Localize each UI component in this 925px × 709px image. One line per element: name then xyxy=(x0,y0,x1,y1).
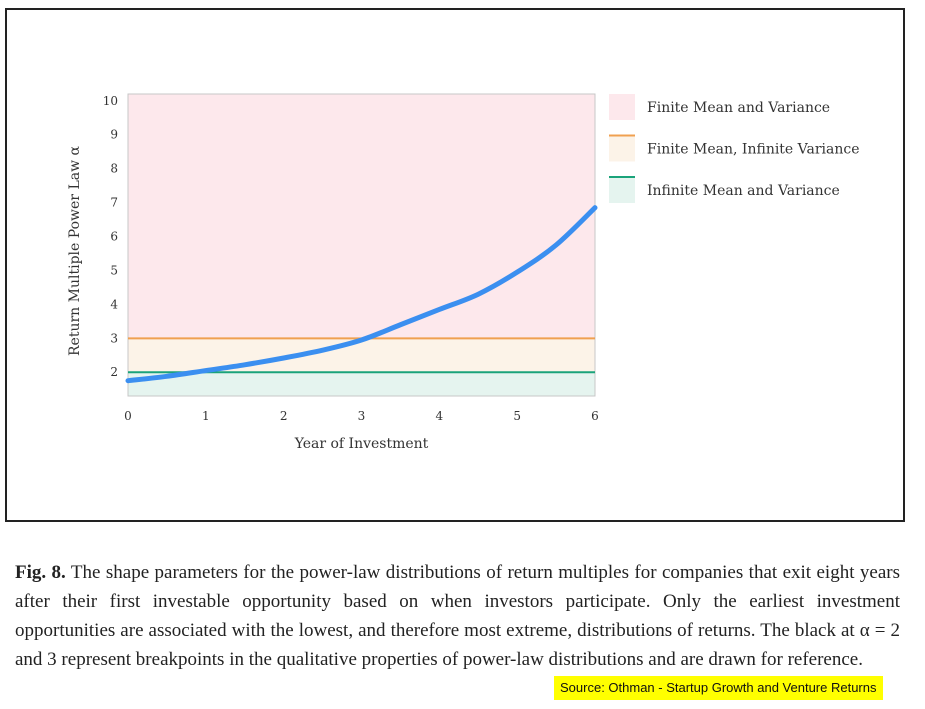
legend-swatch-2 xyxy=(609,177,635,203)
source-badge: Source: Othman - Startup Growth and Vent… xyxy=(554,676,883,700)
y-tick-label: 5 xyxy=(110,263,118,277)
region-band-1 xyxy=(128,338,595,373)
x-tick-label: 0 xyxy=(124,409,132,423)
caption-label: Fig. 8. xyxy=(15,562,66,583)
series-layer xyxy=(125,205,598,384)
caption-text: The shape parameters for the power-law d… xyxy=(15,562,900,670)
x-tick-label: 5 xyxy=(513,409,521,423)
y-tick-label: 10 xyxy=(103,94,118,108)
x-tick-label: 4 xyxy=(436,409,444,423)
figure-caption: Fig. 8. The shape parameters for the pow… xyxy=(15,558,900,674)
x-tick-label: 2 xyxy=(280,409,288,423)
y-axis-title: Return Multiple Power Law α xyxy=(67,145,83,356)
y-tick-label: 7 xyxy=(110,196,118,210)
legend-swatch-0 xyxy=(609,94,635,120)
region-band-2 xyxy=(128,372,595,396)
ticks-layer: 2 3 4 5 6 7 8 9 10 0 1 2 3 4 5 6 xyxy=(103,94,599,423)
y-tick-label: 8 xyxy=(110,162,118,176)
y-tick-label: 3 xyxy=(110,331,118,345)
power-law-chart: 2 3 4 5 6 7 8 9 10 0 1 2 3 4 5 6 Year of Investment Ret… xyxy=(67,93,860,452)
series-line-0 xyxy=(125,205,598,384)
x-tick-label: 6 xyxy=(591,409,599,423)
legend: Finite Mean and Variance Finite Mean, Inf… xyxy=(609,94,860,203)
figure-frame: 2 3 4 5 6 7 8 9 10 0 1 2 3 4 5 6 Year of Investment Ret… xyxy=(5,8,905,522)
y-tick-label: 9 xyxy=(110,128,118,142)
region-band-0 xyxy=(128,94,595,339)
legend-label-0: Finite Mean and Variance xyxy=(647,100,830,116)
regions-layer xyxy=(127,93,596,397)
x-axis-title: Year of Investment xyxy=(294,436,429,452)
y-tick-label: 4 xyxy=(110,297,118,311)
legend-label-2: Infinite Mean and Variance xyxy=(647,183,840,199)
x-tick-label: 1 xyxy=(202,409,210,423)
x-tick-label: 3 xyxy=(358,409,366,423)
legend-label-1: Finite Mean, Infinite Variance xyxy=(647,142,860,158)
legend-swatch-1 xyxy=(609,135,635,162)
y-tick-label: 6 xyxy=(110,230,118,244)
y-tick-label: 2 xyxy=(110,365,118,379)
plot-border xyxy=(127,93,596,397)
